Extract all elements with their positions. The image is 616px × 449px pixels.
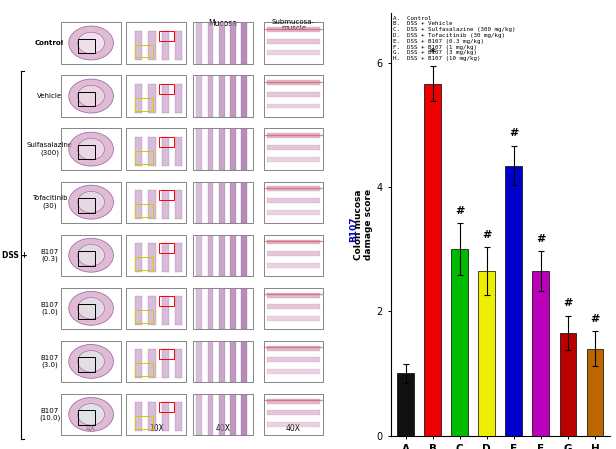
- Text: *: *: [430, 48, 436, 58]
- Y-axis label: Colon mucosa
damage score: Colon mucosa damage score: [354, 189, 373, 260]
- Bar: [264, 394, 323, 435]
- Bar: [61, 288, 121, 329]
- Bar: [61, 394, 121, 435]
- Text: DSS +: DSS +: [2, 251, 28, 260]
- Bar: [126, 394, 186, 435]
- Text: B107
(0.3): B107 (0.3): [41, 248, 59, 262]
- Bar: [193, 22, 253, 64]
- Bar: [61, 128, 121, 170]
- Text: #: #: [590, 314, 599, 324]
- Bar: [532, 271, 549, 436]
- Bar: [264, 341, 323, 382]
- Bar: [126, 22, 186, 64]
- Text: #: #: [536, 234, 546, 244]
- Text: B107: B107: [349, 216, 359, 242]
- Bar: [506, 166, 522, 436]
- Bar: [126, 75, 186, 117]
- Bar: [61, 22, 121, 64]
- Text: B107
(1.0): B107 (1.0): [41, 302, 59, 315]
- Bar: [193, 128, 253, 170]
- Text: Vehicle: Vehicle: [37, 93, 62, 99]
- Text: #: #: [563, 298, 573, 308]
- Bar: [264, 234, 323, 276]
- Text: 40X: 40X: [216, 424, 230, 433]
- Bar: [126, 341, 186, 382]
- Bar: [264, 75, 323, 117]
- Text: Submucosa-: Submucosa-: [272, 19, 315, 25]
- Bar: [424, 84, 441, 436]
- Bar: [264, 181, 323, 223]
- Text: Mucosa: Mucosa: [208, 19, 238, 28]
- Text: #: #: [455, 206, 464, 216]
- Text: muscle: muscle: [281, 25, 306, 31]
- Text: Control: Control: [35, 40, 64, 46]
- Text: Sulfasalazine
(300): Sulfasalazine (300): [26, 142, 73, 156]
- Bar: [61, 181, 121, 223]
- Bar: [397, 374, 414, 436]
- Text: A.  Control
B.  DSS + Vehicle
C.  DSS + Sulfasalazine (300 mg/kg)
D.  DSS + Tofa: A. Control B. DSS + Vehicle C. DSS + Sul…: [393, 16, 516, 61]
- Bar: [126, 181, 186, 223]
- Text: 40X: 40X: [286, 424, 301, 433]
- Bar: [193, 341, 253, 382]
- Bar: [193, 394, 253, 435]
- Text: Tofacitinib
(30): Tofacitinib (30): [32, 195, 67, 209]
- Text: #: #: [509, 128, 519, 138]
- Bar: [126, 234, 186, 276]
- Bar: [61, 75, 121, 117]
- Bar: [264, 288, 323, 329]
- Bar: [479, 271, 495, 436]
- Bar: [452, 249, 468, 436]
- Text: B107
(10.0): B107 (10.0): [39, 408, 60, 421]
- Text: 10X: 10X: [148, 424, 164, 433]
- Bar: [126, 288, 186, 329]
- Bar: [193, 181, 253, 223]
- Bar: [193, 288, 253, 329]
- Bar: [61, 341, 121, 382]
- Bar: [193, 234, 253, 276]
- Bar: [193, 75, 253, 117]
- Text: 4X: 4X: [86, 424, 96, 433]
- Bar: [126, 128, 186, 170]
- Bar: [264, 128, 323, 170]
- Text: #: #: [482, 230, 492, 240]
- Bar: [61, 234, 121, 276]
- Bar: [264, 22, 323, 64]
- Bar: [559, 333, 577, 436]
- Bar: [586, 348, 603, 436]
- Text: B107
(3.0): B107 (3.0): [41, 355, 59, 368]
